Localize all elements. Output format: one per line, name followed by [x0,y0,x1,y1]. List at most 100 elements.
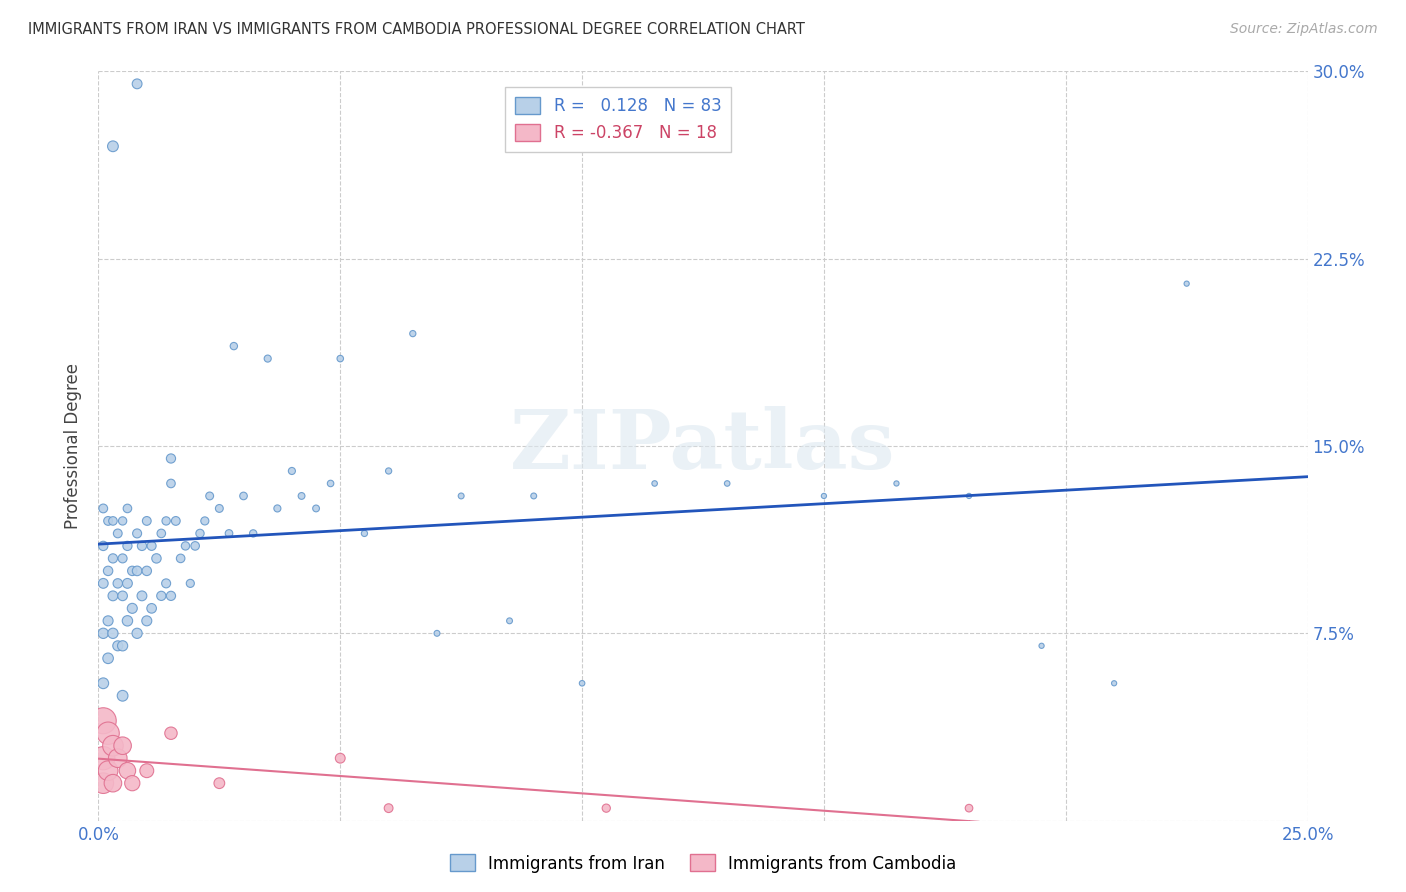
Point [121,601,143,615]
Point [281,464,304,478]
Point [91,626,114,640]
Point [97,726,120,740]
Point [266,501,288,516]
Point [886,476,908,491]
Point [101,551,124,566]
Point [426,626,449,640]
Point [155,576,177,591]
Point [141,601,163,615]
Point [188,526,211,541]
Point [107,526,129,541]
Point [150,526,173,541]
Point [117,576,139,591]
Point [97,564,120,578]
Point [305,501,328,516]
Point [107,639,129,653]
Point [91,776,114,790]
Point [208,501,231,516]
Point [97,651,120,665]
Point [91,751,114,765]
Point [194,514,217,528]
Point [117,539,139,553]
Point [198,489,221,503]
Point [165,514,187,528]
Point [135,564,157,578]
Text: Source: ZipAtlas.com: Source: ZipAtlas.com [1230,22,1378,37]
Point [329,351,352,366]
Text: ZIPatlas: ZIPatlas [510,406,896,486]
Point [91,501,114,516]
Point [107,751,129,765]
Point [121,564,143,578]
Point [111,739,134,753]
Point [813,489,835,503]
Point [155,514,177,528]
Point [1031,639,1053,653]
Point [208,776,231,790]
Point [179,576,201,591]
Point [135,614,157,628]
Point [160,451,183,466]
Point [135,764,157,778]
Point [644,476,666,491]
Point [498,614,520,628]
Legend: R =   0.128   N = 83, R = -0.367   N = 18: R = 0.128 N = 83, R = -0.367 N = 18 [505,87,731,152]
Point [184,539,207,553]
Point [97,764,120,778]
Point [218,526,240,541]
Point [111,589,134,603]
Point [91,676,114,690]
Point [101,739,124,753]
Point [232,489,254,503]
Point [169,551,191,566]
Point [174,539,197,553]
Point [1102,676,1125,690]
Point [523,489,546,503]
Point [222,339,245,353]
Point [595,801,617,815]
Point [957,489,980,503]
Point [290,489,312,503]
Point [111,551,134,566]
Point [353,526,375,541]
Point [117,614,139,628]
Point [957,801,980,815]
Point [377,464,399,478]
Point [97,614,120,628]
Point [242,526,264,541]
Point [127,526,149,541]
Point [256,351,278,366]
Point [329,751,352,765]
Point [91,576,114,591]
Point [377,801,399,815]
Point [160,589,183,603]
Point [101,776,124,790]
Point [111,639,134,653]
Text: IMMIGRANTS FROM IRAN VS IMMIGRANTS FROM CAMBODIA PROFESSIONAL DEGREE CORRELATION: IMMIGRANTS FROM IRAN VS IMMIGRANTS FROM … [28,22,806,37]
Point [91,539,114,553]
Point [135,514,157,528]
Point [127,77,149,91]
Point [127,626,149,640]
Point [131,589,153,603]
Y-axis label: Professional Degree: Professional Degree [65,363,83,529]
Point [402,326,425,341]
Point [131,539,153,553]
Point [145,551,167,566]
Point [319,476,342,491]
Point [121,776,143,790]
Point [1175,277,1198,291]
Point [160,476,183,491]
Point [111,514,134,528]
Point [150,589,173,603]
Point [716,476,738,491]
Point [160,726,183,740]
Legend: Immigrants from Iran, Immigrants from Cambodia: Immigrants from Iran, Immigrants from Ca… [443,847,963,880]
Point [101,139,124,153]
Point [571,676,593,690]
Point [97,514,120,528]
Point [127,564,149,578]
Point [101,514,124,528]
Point [101,589,124,603]
Point [141,539,163,553]
